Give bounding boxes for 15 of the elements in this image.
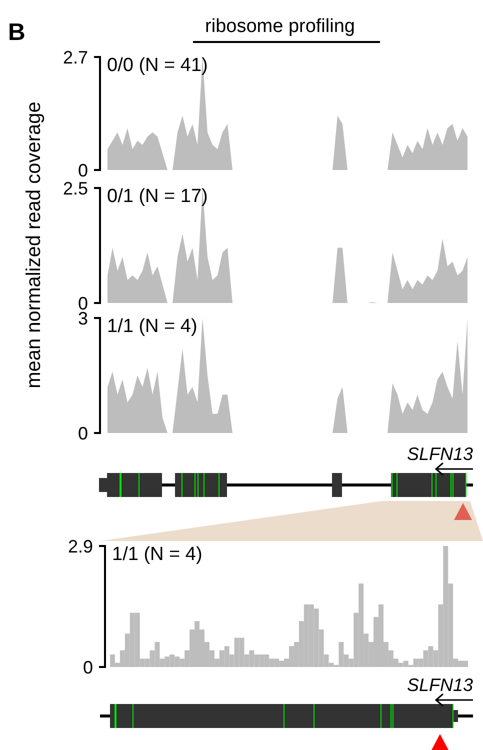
y-tick-label: 0 <box>82 657 93 678</box>
y-axis-title: mean normalized read coverage <box>23 102 45 388</box>
chart-title: 1/1 (N = 4) <box>107 316 198 337</box>
text: SLFN13 <box>406 444 473 464</box>
chart-subtitle: ribosome profiling <box>205 16 355 37</box>
chart-title: 0/1 (N = 17) <box>107 186 208 207</box>
chart-title: 0/0 (N = 41) <box>107 55 208 76</box>
y-tick-label: 2.5 <box>62 178 88 198</box>
y-tick-label: 0 <box>78 160 88 180</box>
chart-title: 1/1 (N = 4) <box>112 544 202 565</box>
y-tick-label: 2.9 <box>68 536 93 556</box>
y-tick-label: 2.7 <box>62 47 88 68</box>
text: B <box>8 19 26 46</box>
y-tick-label: 0 <box>78 423 88 444</box>
text: SLFN13 <box>406 675 473 695</box>
